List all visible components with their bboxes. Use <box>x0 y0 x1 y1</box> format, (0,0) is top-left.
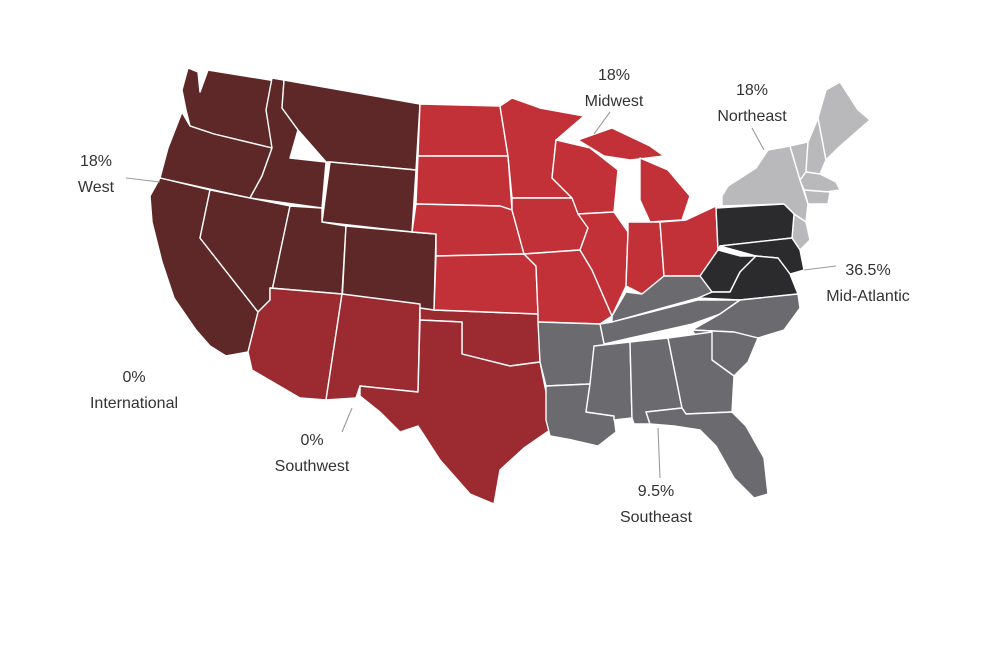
leader-line-midwest <box>593 111 611 135</box>
label-mid-atlantic-percent: 36.5% <box>845 262 890 279</box>
state-connecticut[interactable] <box>803 189 831 205</box>
state-maine[interactable] <box>817 81 871 161</box>
label-international-name: International <box>90 395 178 412</box>
leader-line-southwest <box>341 407 353 433</box>
region-southeast[interactable] <box>537 275 801 499</box>
state-florida[interactable] <box>645 407 769 499</box>
label-west-percent: 18% <box>80 153 112 170</box>
label-mid-atlantic-name: Mid-Atlantic <box>826 288 910 305</box>
leader-line-northeast <box>751 127 765 151</box>
label-southeast-percent: 9.5% <box>638 483 674 500</box>
state-michigan[interactable] <box>639 157 691 223</box>
region-mid-atlantic[interactable] <box>697 203 805 301</box>
leader-line-west <box>125 177 161 183</box>
label-west: 18% West <box>78 153 115 196</box>
state-texas[interactable] <box>359 319 551 505</box>
label-midwest-name: Midwest <box>585 93 644 110</box>
label-midwest: 18% Midwest <box>585 67 644 110</box>
label-west-name: West <box>78 179 115 196</box>
label-southwest: 0% Southwest <box>275 432 350 475</box>
state-mississippi[interactable] <box>585 341 633 421</box>
label-southwest-name: Southwest <box>275 458 350 475</box>
region-southwest[interactable] <box>247 287 551 505</box>
label-international: 0% International <box>90 369 178 412</box>
label-southwest-percent: 0% <box>300 432 323 449</box>
label-northeast-percent: 18% <box>736 82 768 99</box>
label-southeast-name: Southeast <box>620 509 693 526</box>
region-northeast[interactable] <box>721 81 871 251</box>
state-kansas[interactable] <box>433 253 539 315</box>
state-massachusetts[interactable] <box>799 171 841 193</box>
state-michigan-upper[interactable] <box>577 127 665 161</box>
leader-line-southeast <box>657 427 661 479</box>
state-new-york[interactable] <box>721 145 809 223</box>
leader-line-mid-atlantic <box>803 265 837 271</box>
label-midwest-percent: 18% <box>598 67 630 84</box>
state-wyoming[interactable] <box>321 161 417 233</box>
state-montana[interactable] <box>281 79 421 171</box>
state-north-dakota[interactable] <box>417 103 509 157</box>
state-new-hampshire[interactable] <box>805 117 827 175</box>
label-northeast: 18% Northeast <box>717 82 787 125</box>
label-northeast-name: Northeast <box>717 108 787 125</box>
region-west[interactable] <box>149 67 437 357</box>
state-south-dakota[interactable] <box>415 155 513 211</box>
label-southeast: 9.5% Southeast <box>620 483 693 526</box>
region-midwest[interactable] <box>411 97 719 325</box>
label-mid-atlantic: 36.5% Mid-Atlantic <box>826 262 910 305</box>
state-kentucky[interactable] <box>611 275 713 323</box>
label-international-percent: 0% <box>122 369 145 386</box>
state-new-mexico[interactable] <box>325 293 421 401</box>
